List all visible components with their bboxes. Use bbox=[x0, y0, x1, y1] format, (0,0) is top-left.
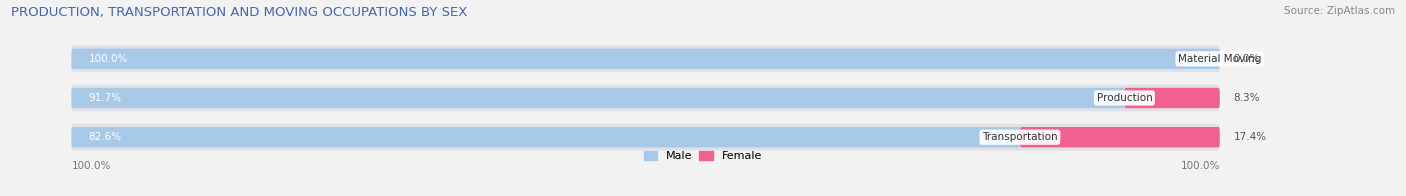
Text: Material Moving: Material Moving bbox=[1178, 54, 1261, 64]
Text: 8.3%: 8.3% bbox=[1233, 93, 1260, 103]
FancyBboxPatch shape bbox=[72, 49, 1220, 69]
FancyBboxPatch shape bbox=[1125, 88, 1220, 108]
FancyBboxPatch shape bbox=[1019, 127, 1220, 147]
Text: 0.0%: 0.0% bbox=[1233, 54, 1260, 64]
FancyBboxPatch shape bbox=[72, 88, 1125, 108]
Text: 17.4%: 17.4% bbox=[1233, 132, 1267, 142]
FancyBboxPatch shape bbox=[72, 45, 1220, 72]
FancyBboxPatch shape bbox=[72, 85, 1220, 111]
Text: PRODUCTION, TRANSPORTATION AND MOVING OCCUPATIONS BY SEX: PRODUCTION, TRANSPORTATION AND MOVING OC… bbox=[11, 6, 468, 19]
Text: Source: ZipAtlas.com: Source: ZipAtlas.com bbox=[1284, 6, 1395, 16]
FancyBboxPatch shape bbox=[72, 127, 1019, 147]
Text: Transportation: Transportation bbox=[983, 132, 1057, 142]
FancyBboxPatch shape bbox=[72, 124, 1220, 151]
Text: 100.0%: 100.0% bbox=[89, 54, 128, 64]
Text: 100.0%: 100.0% bbox=[1180, 161, 1220, 171]
Legend: Male, Female: Male, Female bbox=[644, 151, 762, 162]
Text: Production: Production bbox=[1097, 93, 1153, 103]
Text: 91.7%: 91.7% bbox=[89, 93, 122, 103]
Text: 82.6%: 82.6% bbox=[89, 132, 122, 142]
Text: 100.0%: 100.0% bbox=[72, 161, 111, 171]
